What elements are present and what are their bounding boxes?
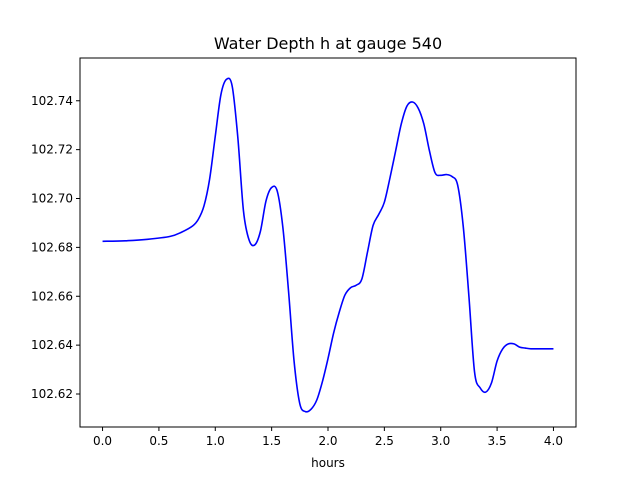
y-tick-label: 102.64 — [31, 338, 73, 352]
x-axis: 0.0 0.5 1.0 1.5 2.0 2.5 3.0 3.5 4.0 — [93, 427, 563, 448]
x-tick-label: 3.5 — [488, 434, 507, 448]
y-tick-label: 102.70 — [31, 192, 73, 206]
x-tick-label: 1.5 — [262, 434, 281, 448]
series-line — [102, 77, 554, 413]
y-tick-label: 102.72 — [31, 143, 73, 157]
x-tick-label: 4.0 — [544, 434, 563, 448]
x-tick-label: 0.5 — [149, 434, 168, 448]
x-tick-label: 2.5 — [375, 434, 394, 448]
y-tick-label: 102.66 — [31, 289, 73, 303]
x-tick-label: 1.0 — [206, 434, 225, 448]
y-tick-label: 102.62 — [31, 387, 73, 401]
x-tick-label: 0.0 — [93, 434, 112, 448]
y-tick-label: 102.68 — [31, 240, 73, 254]
chart-title: Water Depth h at gauge 540 — [214, 34, 442, 53]
y-axis: 102.62 102.64 102.66 102.68 102.70 102.72 102.… — [31, 94, 80, 401]
x-tick-label: 2.0 — [318, 434, 337, 448]
plot-area — [102, 77, 554, 413]
x-tick-label: 3.0 — [431, 434, 450, 448]
y-tick-label: 102.74 — [31, 94, 73, 108]
x-axis-label: hours — [311, 456, 345, 470]
plot-frame — [79, 57, 577, 428]
